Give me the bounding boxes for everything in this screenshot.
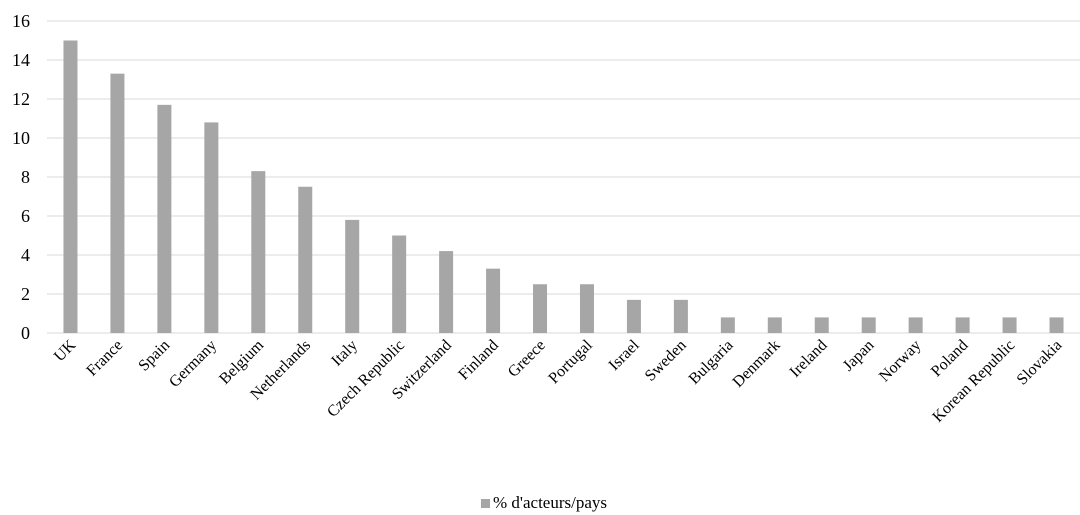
bar-sweden xyxy=(673,299,688,333)
bar-netherlands xyxy=(298,186,313,333)
x-category-label: Portugal xyxy=(545,336,596,387)
gridlines xyxy=(47,20,1080,334)
x-category-label: France xyxy=(83,337,126,380)
bar-israel xyxy=(626,299,641,333)
y-tick-label: 0 xyxy=(21,323,30,343)
x-category-label: Italy xyxy=(328,337,361,370)
x-category-label: Spain xyxy=(135,337,173,375)
x-category-label: Slovakia xyxy=(1014,337,1066,389)
y-tick-label: 14 xyxy=(12,50,30,70)
y-tick-label: 12 xyxy=(12,89,30,109)
x-category-label: Finland xyxy=(455,337,502,384)
bar-uk xyxy=(63,40,78,333)
x-category-label: Japan xyxy=(840,337,878,375)
x-category-label: Greece xyxy=(505,337,549,381)
bar-slovakia xyxy=(1049,317,1064,333)
bar-italy xyxy=(345,219,360,333)
bar-finland xyxy=(486,268,501,333)
bar-spain xyxy=(157,104,172,333)
bars xyxy=(63,40,1064,334)
bar-poland xyxy=(955,317,970,333)
y-tick-label: 16 xyxy=(12,11,30,31)
x-category-label: Ireland xyxy=(787,337,831,381)
x-category-label: Bulgaria xyxy=(686,337,737,388)
bar-belgium xyxy=(251,171,266,333)
bar-germany xyxy=(204,122,219,334)
y-tick-label: 2 xyxy=(21,284,30,304)
y-tick-label: 8 xyxy=(21,167,30,187)
bar-portugal xyxy=(579,284,594,333)
x-category-label: Germany xyxy=(166,337,220,391)
x-category-label: Korean Republic xyxy=(929,337,1018,426)
y-axis-tick-labels: 0 2 4 6 8 10 12 14 16 xyxy=(12,11,30,343)
x-category-label: Sweden xyxy=(642,337,690,385)
bar-greece xyxy=(533,284,548,333)
bar-korean-republic xyxy=(1002,317,1017,333)
y-tick-label: 6 xyxy=(21,206,30,226)
y-tick-label: 4 xyxy=(21,245,30,265)
x-category-label: UK xyxy=(51,336,80,365)
bar-bulgaria xyxy=(720,317,735,333)
bar-ireland xyxy=(814,317,829,333)
legend-swatch xyxy=(481,499,490,508)
legend-label: % d'acteurs/pays xyxy=(493,493,607,512)
y-tick-label: 10 xyxy=(12,128,30,148)
bar-japan xyxy=(861,317,876,333)
x-category-label: Norway xyxy=(876,337,924,385)
bar-switzerland xyxy=(439,251,454,333)
bar-norway xyxy=(908,317,923,333)
bar-czech-republic xyxy=(392,235,407,333)
x-category-label: Denmark xyxy=(730,337,784,391)
bar-france xyxy=(110,73,125,334)
x-category-label: Israel xyxy=(606,336,644,374)
legend: % d'acteurs/pays xyxy=(481,493,607,512)
bar-denmark xyxy=(767,317,782,333)
x-category-label: Poland xyxy=(928,337,971,380)
